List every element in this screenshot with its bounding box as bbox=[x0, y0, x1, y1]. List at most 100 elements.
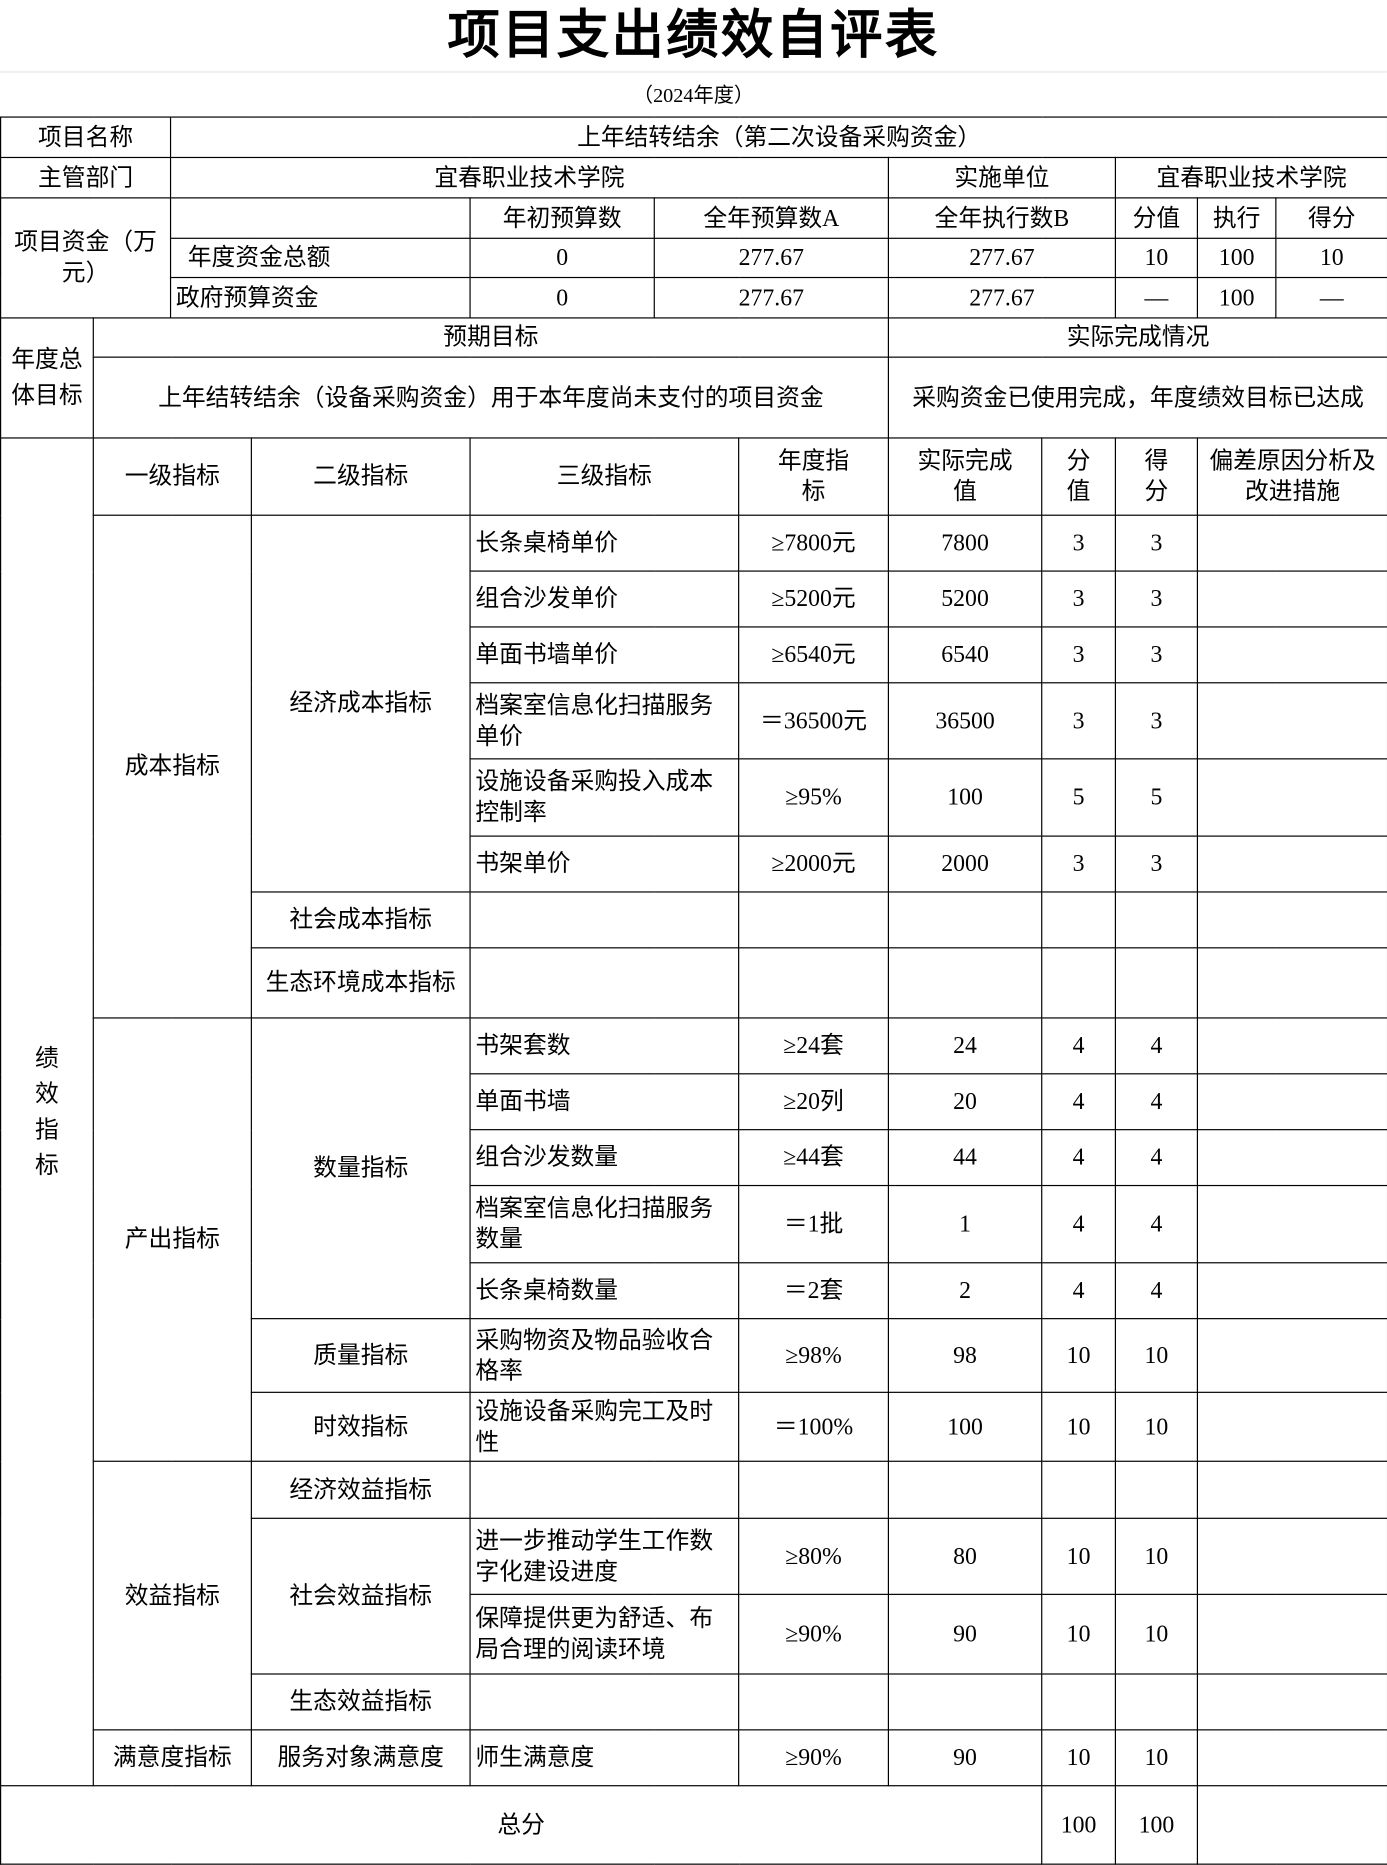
indicator-header: 分值 bbox=[1041, 437, 1117, 516]
score: 3 bbox=[1114, 514, 1199, 572]
level2-indicator: 质量指标 bbox=[250, 1318, 471, 1393]
annual-target: ≥2000元 bbox=[738, 835, 889, 893]
impl-label: 实施单位 bbox=[887, 156, 1117, 199]
score: 4 bbox=[1114, 1184, 1199, 1264]
table-row: 生态环境成本指标 bbox=[1, 947, 1387, 1019]
goal-label: 年度总体目标 bbox=[0, 317, 94, 439]
level1-indicator: 成本指标 bbox=[92, 514, 252, 1019]
annual-target: ≥24套 bbox=[738, 1017, 889, 1075]
level3-indicator: 单面书墙单价 bbox=[469, 626, 740, 684]
score-value: 10 bbox=[1041, 1391, 1117, 1462]
funds-cell: 0 bbox=[469, 276, 655, 319]
table-row: 时效指标 设施设备采购完工及时性 ＝100% 100 10 10 bbox=[1, 1391, 1387, 1462]
score: 10 bbox=[1114, 1593, 1199, 1675]
funds-cell: — bbox=[1275, 276, 1387, 319]
score bbox=[1114, 891, 1199, 949]
indicator-header: 三级指标 bbox=[469, 437, 740, 516]
level3-indicator: 长条桌椅数量 bbox=[469, 1262, 740, 1320]
level3-indicator bbox=[469, 1460, 740, 1519]
annual-target: ≥90% bbox=[738, 1593, 889, 1675]
actual-value: 98 bbox=[887, 1318, 1043, 1393]
level3-indicator: 设施设备采购完工及时性 bbox=[469, 1391, 740, 1462]
annual-target: ≥6540元 bbox=[738, 626, 889, 684]
level2-indicator: 社会成本指标 bbox=[250, 891, 471, 949]
annual-target: ≥80% bbox=[738, 1517, 889, 1595]
indicators-label: 绩效指标 bbox=[0, 437, 94, 1787]
deviation-analysis bbox=[1196, 1017, 1387, 1075]
level3-indicator: 保障提供更为舒适、布局合理的阅读环境 bbox=[469, 1593, 740, 1675]
score: 10 bbox=[1114, 1729, 1199, 1787]
score-value: 4 bbox=[1041, 1184, 1117, 1264]
annual-target: ＝2套 bbox=[738, 1262, 889, 1320]
score-value: 5 bbox=[1041, 758, 1117, 837]
score: 4 bbox=[1114, 1262, 1199, 1320]
annual-target bbox=[738, 947, 889, 1019]
annual-target: ＝100% bbox=[738, 1391, 889, 1462]
actual-value bbox=[887, 1673, 1043, 1731]
empty-cell bbox=[169, 197, 471, 239]
level3-indicator: 书架套数 bbox=[469, 1017, 740, 1075]
score: 3 bbox=[1114, 682, 1199, 760]
level2-indicator: 经济效益指标 bbox=[250, 1460, 471, 1519]
score: 5 bbox=[1114, 758, 1199, 837]
annual-target: ≥44套 bbox=[738, 1129, 889, 1187]
score bbox=[1114, 1460, 1199, 1519]
deviation-analysis bbox=[1196, 1729, 1387, 1787]
actual-value: 36500 bbox=[887, 682, 1043, 760]
table-row: 社会效益指标 进一步推动学生工作数字化建设进度 ≥80% 80 10 10 bbox=[1, 1517, 1387, 1675]
annual-target bbox=[738, 1460, 889, 1519]
table-row: 保障提供更为舒适、布局合理的阅读环境 ≥90% 90 10 10 bbox=[1, 1593, 1387, 1675]
project-name: 上年结转结余（第二次设备采购资金） bbox=[169, 116, 1387, 159]
table-row: 产出指标 数量指标 书架套数 ≥24套 24 4 4 bbox=[1, 1017, 1387, 1462]
deviation-analysis bbox=[1196, 514, 1387, 572]
table-row: 单面书墙单价 ≥6540元 6540 3 3 bbox=[1, 626, 1387, 684]
impl-value: 宜春职业技术学院 bbox=[1114, 156, 1387, 199]
score-value: 3 bbox=[1041, 570, 1117, 628]
funds-cell: 100 bbox=[1196, 276, 1277, 319]
score-value: 3 bbox=[1041, 514, 1117, 572]
annual-target bbox=[738, 1673, 889, 1731]
funds-cell: — bbox=[1114, 276, 1199, 319]
annual-target: ≥98% bbox=[738, 1318, 889, 1393]
table-row: 档案室信息化扫描服务单价 ＝36500元 36500 3 3 bbox=[1, 682, 1387, 760]
level3-indicator: 进一步推动学生工作数字化建设进度 bbox=[469, 1517, 740, 1595]
indicator-header: 实际完成值 bbox=[887, 437, 1043, 516]
level2-indicator: 经济成本指标 bbox=[250, 514, 471, 893]
indicator-header: 偏差原因分析及改进措施 bbox=[1196, 437, 1387, 516]
table-row: 质量指标 采购物资及物品验收合格率 ≥98% 98 10 10 bbox=[1, 1318, 1387, 1393]
total-row: 总分 100 100 bbox=[0, 1785, 1387, 1865]
level3-indicator: 设施设备采购投入成本控制率 bbox=[469, 758, 740, 837]
level2-indicator: 时效指标 bbox=[250, 1391, 471, 1462]
annual-target: ≥95% bbox=[738, 758, 889, 837]
score: 10 bbox=[1114, 1391, 1199, 1462]
deviation-analysis bbox=[1196, 682, 1387, 760]
table-row: 长条桌椅数量 ＝2套 2 4 4 bbox=[1, 1262, 1387, 1320]
deviation-analysis bbox=[1196, 1073, 1387, 1131]
deviation-analysis bbox=[1196, 947, 1387, 1019]
level3-indicator: 档案室信息化扫描服务单价 bbox=[469, 682, 740, 760]
funds-header: 分值 bbox=[1114, 197, 1199, 239]
actual-value: 100 bbox=[887, 1391, 1043, 1462]
actual-value bbox=[887, 947, 1043, 1019]
funds-header: 全年执行数B bbox=[887, 197, 1117, 239]
total-empty bbox=[1196, 1785, 1387, 1865]
level3-indicator: 书架单价 bbox=[469, 835, 740, 893]
table-row: 社会成本指标 bbox=[1, 891, 1387, 949]
funds-cell: 10 bbox=[1275, 237, 1387, 279]
funds-cell: 277.67 bbox=[653, 276, 889, 319]
deviation-analysis bbox=[1196, 1517, 1387, 1595]
annual-target bbox=[738, 891, 889, 949]
level2-indicator: 生态环境成本指标 bbox=[250, 947, 471, 1019]
score: 3 bbox=[1114, 570, 1199, 628]
level1-indicator: 满意度指标 bbox=[92, 1729, 252, 1787]
score-value: 3 bbox=[1041, 835, 1117, 893]
level3-indicator: 档案室信息化扫描服务数量 bbox=[469, 1184, 740, 1264]
score: 10 bbox=[1114, 1318, 1199, 1393]
level3-indicator: 单面书墙 bbox=[469, 1073, 740, 1131]
indicator-header: 一级指标 bbox=[92, 437, 252, 516]
deviation-analysis bbox=[1196, 570, 1387, 628]
score-value: 4 bbox=[1041, 1017, 1117, 1075]
dept-label: 主管部门 bbox=[0, 156, 172, 199]
score: 4 bbox=[1114, 1073, 1199, 1131]
funds-header: 年初预算数 bbox=[469, 197, 655, 239]
